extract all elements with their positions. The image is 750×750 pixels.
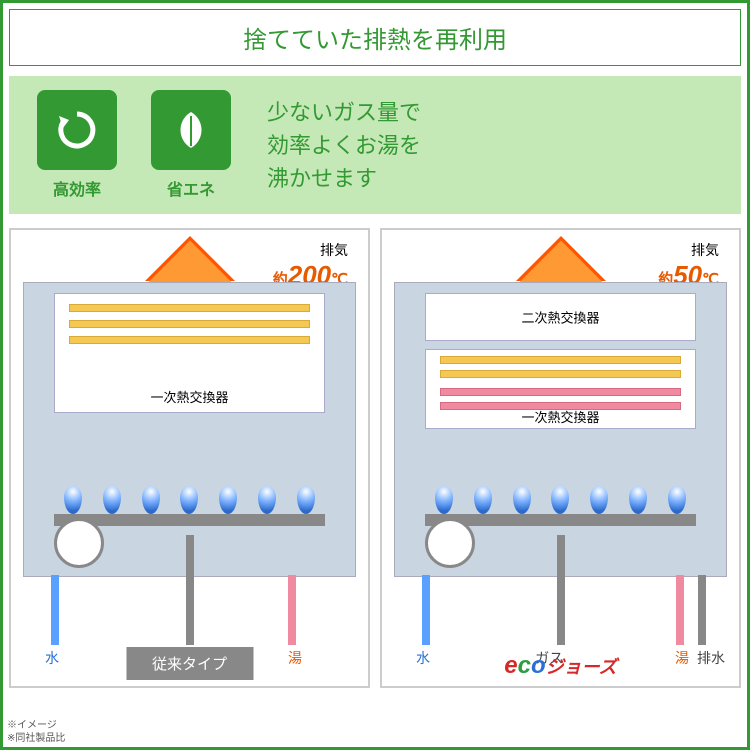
badge-eco: 省エネ: [141, 90, 241, 200]
badge-eco-label: 省エネ: [167, 176, 215, 200]
title-text: 捨てていた排熱を再利用: [243, 27, 507, 54]
infographic-frame: 捨てていた排熱を再利用 高効率 省エネ 少ないガス量で 効率よくお湯を 沸かせま…: [0, 0, 750, 750]
heat-coil-icon: [440, 356, 681, 386]
pipe-label-water: 水: [45, 648, 59, 668]
exhaust-arrow-icon: [145, 236, 235, 281]
leaf-icon: [151, 90, 231, 170]
pipe-label-water: 水: [416, 648, 430, 668]
pipe-label-hot: 湯: [288, 648, 302, 668]
pipe-water: [422, 575, 430, 645]
flames-icon: [54, 486, 325, 514]
primary-exchanger-label: 一次熱交換器: [426, 407, 695, 426]
pipe-hot: [288, 575, 296, 645]
heater-body: 一次熱交換器: [23, 282, 356, 577]
exhaust-arrow-icon: [516, 236, 606, 281]
feature-description: 少ないガス量で 効率よくお湯を 沸かせます: [267, 96, 421, 195]
secondary-exchanger-label: 二次熱交換器: [426, 308, 695, 327]
primary-exchanger: 一次熱交換器: [425, 349, 696, 429]
recycle-icon: [37, 90, 117, 170]
pipe-water: [51, 575, 59, 645]
secondary-exchanger: 二次熱交換器: [425, 293, 696, 341]
pipe-gas: [557, 535, 565, 645]
eco-logo: ecoジョーズ: [504, 652, 617, 680]
diagram-eco: 排気 約50℃ 二次熱交換器 一次熱交換器: [380, 228, 741, 688]
diagram-conventional: 排気 約200℃ 一次熱交換器: [9, 228, 370, 688]
heater-body: 二次熱交換器 一次熱交換器: [394, 282, 727, 577]
primary-exchanger: 一次熱交換器: [54, 293, 325, 413]
pipe-gas: [186, 535, 194, 645]
pipe-hot: [676, 575, 684, 645]
pipe-drain: [698, 575, 706, 645]
footnote: ※イメージ ※同社製品比: [7, 719, 65, 745]
cylinder-icon: [54, 518, 104, 568]
diagrams-row: 排気 約200℃ 一次熱交換器: [9, 228, 741, 688]
exhaust-text: 排気: [658, 240, 719, 260]
pipe-label-hot: 湯: [675, 648, 689, 668]
title-bar: 捨てていた排熱を再利用: [9, 9, 741, 66]
badge-efficiency: 高効率: [27, 90, 127, 200]
heat-coil-icon: [69, 304, 310, 344]
flames-icon: [425, 486, 696, 514]
feature-row: 高効率 省エネ 少ないガス量で 効率よくお湯を 沸かせます: [9, 76, 741, 214]
cylinder-icon: [425, 518, 475, 568]
badge-efficiency-label: 高効率: [53, 176, 101, 200]
exhaust-text: 排気: [273, 240, 348, 260]
pipe-label-drain: 排水: [697, 648, 725, 668]
primary-exchanger-label: 一次熱交換器: [55, 387, 324, 406]
tag-conventional: 従来タイプ: [126, 647, 253, 680]
